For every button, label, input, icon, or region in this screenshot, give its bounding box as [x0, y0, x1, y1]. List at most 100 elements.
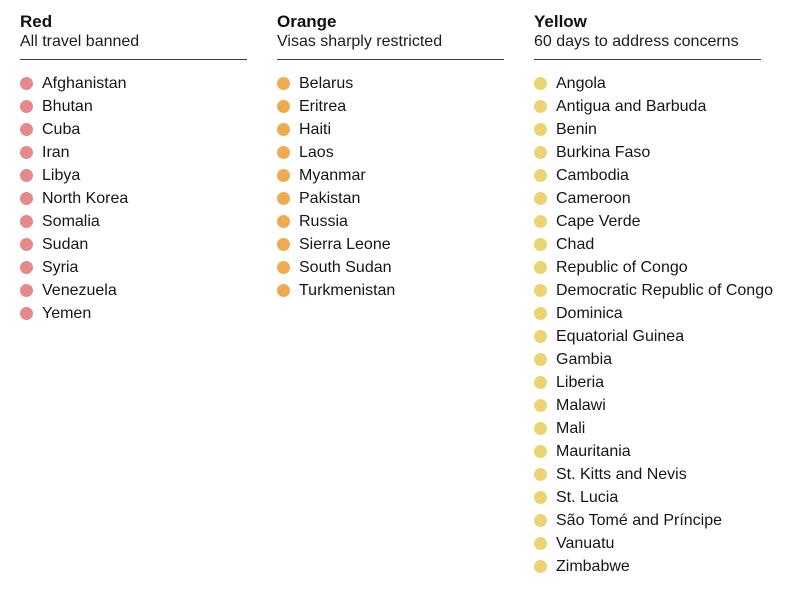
- divider-line: [20, 59, 247, 60]
- category-title: Red: [20, 12, 53, 31]
- bullet-dot-icon: [277, 284, 290, 297]
- list-item: Burkina Faso: [534, 141, 761, 164]
- bullet-dot-icon: [534, 514, 547, 527]
- country-label: Cambodia: [556, 167, 629, 184]
- list-item: Republic of Congo: [534, 256, 761, 279]
- list-item: Afghanistan: [20, 72, 247, 95]
- list-item: Cambodia: [534, 164, 761, 187]
- country-label: Mali: [556, 420, 586, 437]
- list-item: Gambia: [534, 348, 761, 371]
- country-list: Afghanistan Bhutan Cuba Iran Libya North…: [20, 72, 247, 325]
- list-item: Russia: [277, 210, 504, 233]
- list-item: Sierra Leone: [277, 233, 504, 256]
- bullet-dot-icon: [20, 77, 33, 90]
- list-item: Sudan: [20, 233, 247, 256]
- list-item: Laos: [277, 141, 504, 164]
- country-label: Turkmenistan: [299, 282, 396, 299]
- bullet-dot-icon: [277, 146, 290, 159]
- list-item: Angola: [534, 72, 761, 95]
- list-item: Bhutan: [20, 95, 247, 118]
- list-item: Somalia: [20, 210, 247, 233]
- list-item: Syria: [20, 256, 247, 279]
- bullet-dot-icon: [277, 123, 290, 136]
- list-item: Cape Verde: [534, 210, 761, 233]
- bullet-dot-icon: [277, 238, 290, 251]
- country-label: Liberia: [556, 374, 605, 391]
- list-item: Democratic Republic of Congo: [534, 279, 773, 302]
- bullet-dot-icon: [20, 215, 33, 228]
- list-item: Cameroon: [534, 187, 761, 210]
- bullet-dot-icon: [20, 146, 33, 159]
- bullet-dot-icon: [277, 215, 290, 228]
- country-label: North Korea: [42, 190, 129, 207]
- country-label: Cameroon: [556, 190, 631, 207]
- category-title: Yellow: [534, 12, 587, 31]
- country-label: South Sudan: [299, 259, 392, 276]
- bullet-dot-icon: [534, 353, 547, 366]
- bullet-dot-icon: [277, 261, 290, 274]
- bullet-dot-icon: [20, 284, 33, 297]
- country-label: St. Kitts and Nevis: [556, 466, 687, 483]
- list-item: Cuba: [20, 118, 247, 141]
- bullet-dot-icon: [534, 146, 547, 159]
- country-label: Angola: [556, 75, 606, 92]
- category-subtitle: All travel banned: [20, 33, 140, 50]
- country-label: Libya: [42, 167, 81, 184]
- list-item: North Korea: [20, 187, 247, 210]
- bullet-dot-icon: [20, 307, 33, 320]
- list-item: Eritrea: [277, 95, 504, 118]
- country-label: Chad: [556, 236, 595, 253]
- bullet-dot-icon: [20, 238, 33, 251]
- category-column-yellow: Yellow 60 days to address concerns Angol…: [534, 12, 773, 578]
- list-item: Chad: [534, 233, 761, 256]
- list-item: Zimbabwe: [534, 555, 761, 578]
- list-item: Turkmenistan: [277, 279, 504, 302]
- country-label: Antigua and Barbuda: [556, 98, 707, 115]
- country-label: Vanuatu: [556, 535, 615, 552]
- country-label: St. Lucia: [556, 489, 619, 506]
- list-item: Myanmar: [277, 164, 504, 187]
- country-label: Equatorial Guinea: [556, 328, 685, 345]
- country-label: Russia: [299, 213, 348, 230]
- list-item: Belarus: [277, 72, 504, 95]
- divider-line: [534, 59, 761, 60]
- bullet-dot-icon: [534, 399, 547, 412]
- bullet-dot-icon: [277, 192, 290, 205]
- country-label: Eritrea: [299, 98, 347, 115]
- country-list: Angola Antigua and Barbuda Benin Burkina…: [534, 72, 773, 578]
- list-item: São Tomé and Príncipe: [534, 509, 761, 532]
- bullet-dot-icon: [534, 560, 547, 573]
- country-label: Dominica: [556, 305, 623, 322]
- bullet-dot-icon: [534, 192, 547, 205]
- list-item: Equatorial Guinea: [534, 325, 761, 348]
- list-item: Liberia: [534, 371, 761, 394]
- list-item: Dominica: [534, 302, 761, 325]
- country-label: Malawi: [556, 397, 606, 414]
- bullet-dot-icon: [534, 376, 547, 389]
- category-title: Orange: [277, 12, 337, 31]
- travel-ban-categories: Red All travel banned Afghanistan Bhutan…: [20, 12, 773, 578]
- list-item: Libya: [20, 164, 247, 187]
- list-item: Venezuela: [20, 279, 247, 302]
- list-item: Mali: [534, 417, 761, 440]
- bullet-dot-icon: [534, 468, 547, 481]
- bullet-dot-icon: [534, 77, 547, 90]
- list-item: St. Kitts and Nevis: [534, 463, 761, 486]
- country-label: Afghanistan: [42, 75, 127, 92]
- list-item: Benin: [534, 118, 761, 141]
- country-label: Venezuela: [42, 282, 117, 299]
- list-item: Malawi: [534, 394, 761, 417]
- bullet-dot-icon: [534, 238, 547, 251]
- bullet-dot-icon: [534, 491, 547, 504]
- list-item: Vanuatu: [534, 532, 761, 555]
- country-label: Belarus: [299, 75, 354, 92]
- country-label: Benin: [556, 121, 597, 138]
- bullet-dot-icon: [534, 123, 547, 136]
- country-label: Democratic Republic of Congo: [556, 282, 773, 299]
- country-label: Burkina Faso: [556, 144, 651, 161]
- list-item: South Sudan: [277, 256, 504, 279]
- bullet-dot-icon: [534, 537, 547, 550]
- bullet-dot-icon: [534, 261, 547, 274]
- list-item: Mauritania: [534, 440, 761, 463]
- bullet-dot-icon: [534, 445, 547, 458]
